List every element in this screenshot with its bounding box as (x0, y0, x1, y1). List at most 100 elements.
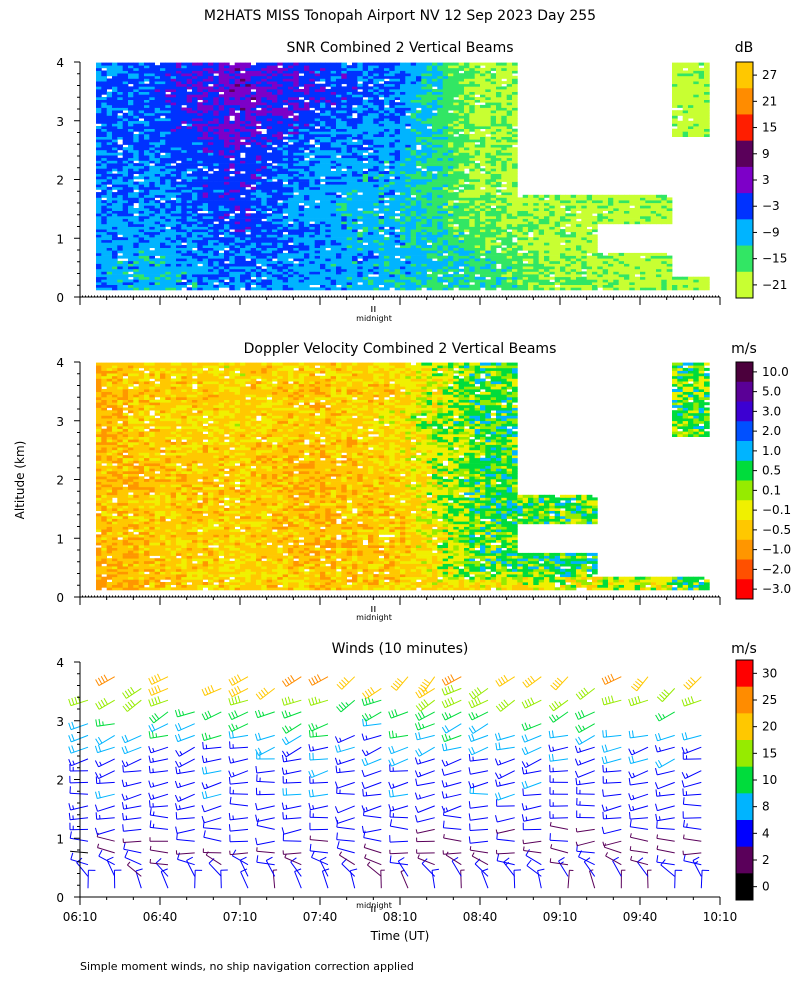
heatmap-cell (346, 91, 353, 95)
heatmap-cell (202, 213, 209, 217)
heatmap-cell (154, 110, 161, 114)
heatmap-cell (309, 234, 315, 238)
heatmap-cell (266, 231, 273, 235)
heatmap-cell (160, 123, 166, 127)
heatmap-cell (368, 245, 374, 248)
heatmap-cell (304, 239, 310, 243)
heatmap-cell (106, 287, 113, 291)
heatmap-cell (288, 128, 294, 132)
heatmap-cell (389, 231, 395, 235)
heatmap-cell (186, 237, 193, 241)
heatmap-cell (192, 202, 198, 206)
heatmap-cell (224, 152, 230, 156)
heatmap-cell (192, 221, 198, 225)
heatmap-cell (400, 242, 406, 246)
heatmap-cell (288, 287, 294, 291)
heatmap-cell (378, 239, 385, 243)
heatmap-cell (181, 229, 187, 233)
heatmap-cell (304, 110, 310, 114)
heatmap-cell (256, 242, 262, 246)
heatmap-cell (293, 210, 299, 214)
heatmap-cell (149, 120, 155, 124)
heatmap-cell (144, 276, 150, 280)
heatmap-cell (165, 75, 171, 79)
heatmap-cell (165, 189, 171, 193)
heatmap-cell (336, 268, 342, 272)
heatmap-cell (320, 218, 326, 222)
heatmap-cell (229, 200, 235, 204)
heatmap-cell (197, 255, 203, 259)
heatmap-cell (112, 263, 118, 267)
heatmap-cell (410, 231, 417, 235)
heatmap-cell (245, 70, 251, 74)
heatmap-cell (186, 168, 193, 172)
heatmap-cell (106, 178, 113, 182)
heatmap-cell (378, 155, 385, 159)
heatmap-cell (128, 250, 134, 254)
heatmap-cell (416, 279, 422, 283)
heatmap-cell (133, 149, 139, 153)
heatmap-cell (266, 184, 273, 188)
heatmap-cell (229, 131, 235, 135)
heatmap-cell (149, 128, 155, 132)
heatmap-cell (170, 247, 177, 251)
heatmap-cell (106, 282, 113, 285)
heatmap-cell (293, 83, 299, 87)
heatmap-cell (352, 65, 358, 69)
heatmap-cell (122, 81, 129, 85)
heatmap-cell (165, 184, 171, 188)
heatmap-cell (112, 176, 118, 180)
heatmap-cell (277, 215, 283, 219)
heatmap-cell (357, 149, 363, 153)
heatmap-cell (138, 213, 145, 217)
heatmap-cell (346, 266, 353, 270)
heatmap-cell (277, 120, 283, 124)
heatmap-cell (330, 107, 337, 111)
heatmap-cell (320, 213, 326, 217)
heatmap-cell (149, 168, 155, 172)
heatmap-cell (341, 160, 347, 164)
heatmap-cell (394, 263, 401, 267)
heatmap-cell (154, 218, 161, 222)
heatmap-cell (96, 157, 102, 161)
heatmap-cell (149, 287, 155, 291)
heatmap-cell (160, 70, 166, 74)
heatmap-cell (160, 245, 166, 248)
heatmap-cell (186, 247, 193, 251)
heatmap-cell (165, 268, 171, 272)
heatmap-cell (154, 181, 161, 185)
heatmap-cell (197, 189, 203, 193)
heatmap-cell (293, 134, 299, 137)
heatmap-cell (266, 144, 273, 148)
heatmap-cell (410, 83, 417, 87)
heatmap-cell (181, 237, 187, 241)
heatmap-cell (357, 152, 363, 156)
heatmap-cell (352, 94, 358, 98)
heatmap-cell (256, 97, 262, 100)
heatmap-cell (394, 73, 401, 77)
heatmap-cell (229, 184, 235, 188)
heatmap-cell (165, 97, 171, 100)
heatmap-cell (410, 86, 417, 90)
heatmap-cell (298, 131, 305, 135)
heatmap-cell (160, 284, 166, 288)
heatmap-cell (170, 83, 177, 87)
heatmap-cell (165, 202, 171, 206)
heatmap-cell (298, 128, 305, 132)
heatmap-cell (160, 189, 166, 193)
heatmap-cell (122, 189, 129, 193)
heatmap-cell (282, 62, 289, 66)
heatmap-cell (272, 120, 278, 124)
heatmap-cell (368, 181, 374, 185)
heatmap-cell (261, 78, 267, 82)
heatmap-cell (165, 99, 171, 103)
heatmap-cell (357, 128, 363, 132)
heatmap-cell (272, 226, 278, 230)
heatmap-cell (149, 165, 155, 169)
heatmap-cell (197, 81, 203, 85)
heatmap-cell (384, 189, 390, 193)
heatmap-cell (362, 134, 369, 137)
heatmap-cell (117, 260, 123, 264)
heatmap-cell (384, 242, 390, 246)
